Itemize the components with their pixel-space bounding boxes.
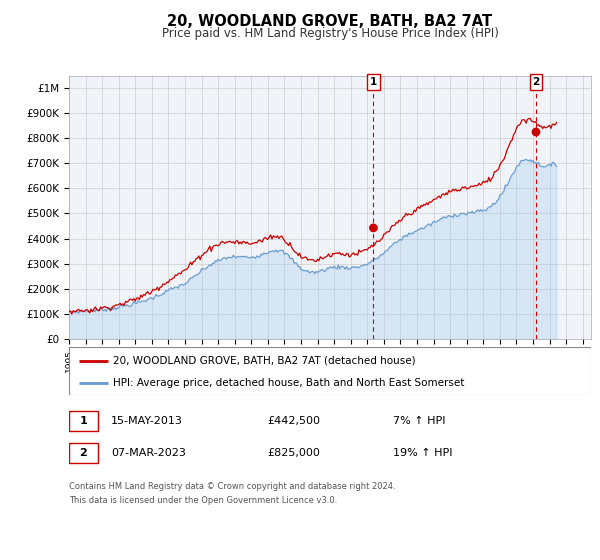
Text: Price paid vs. HM Land Registry's House Price Index (HPI): Price paid vs. HM Land Registry's House … xyxy=(161,27,499,40)
Text: Contains HM Land Registry data © Crown copyright and database right 2024.: Contains HM Land Registry data © Crown c… xyxy=(69,482,395,491)
Text: £825,000: £825,000 xyxy=(268,449,320,458)
Point xyxy=(368,223,378,232)
Text: 1: 1 xyxy=(370,77,377,87)
Text: 20, WOODLAND GROVE, BATH, BA2 7AT (detached house): 20, WOODLAND GROVE, BATH, BA2 7AT (detac… xyxy=(113,356,416,366)
Text: 20, WOODLAND GROVE, BATH, BA2 7AT: 20, WOODLAND GROVE, BATH, BA2 7AT xyxy=(167,14,493,29)
Text: HPI: Average price, detached house, Bath and North East Somerset: HPI: Average price, detached house, Bath… xyxy=(113,378,465,388)
Text: 19% ↑ HPI: 19% ↑ HPI xyxy=(392,449,452,458)
Text: 2: 2 xyxy=(79,449,87,458)
Point xyxy=(531,128,541,137)
Text: This data is licensed under the Open Government Licence v3.0.: This data is licensed under the Open Gov… xyxy=(69,496,337,505)
Text: £442,500: £442,500 xyxy=(268,417,320,426)
Text: 2: 2 xyxy=(532,77,539,87)
FancyBboxPatch shape xyxy=(69,411,98,431)
FancyBboxPatch shape xyxy=(69,347,591,395)
Text: 15-MAY-2013: 15-MAY-2013 xyxy=(111,417,182,426)
Text: 1: 1 xyxy=(79,417,87,426)
Text: 7% ↑ HPI: 7% ↑ HPI xyxy=(392,417,445,426)
Text: 07-MAR-2023: 07-MAR-2023 xyxy=(111,449,185,458)
FancyBboxPatch shape xyxy=(69,444,98,464)
